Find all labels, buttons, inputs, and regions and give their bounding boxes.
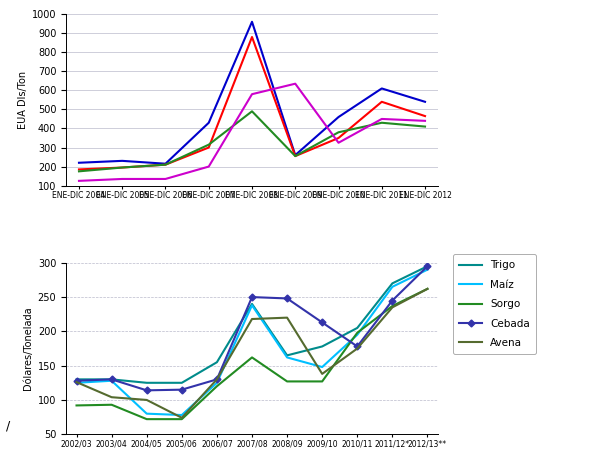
Avena [73,379,80,385]
Sorgo [178,416,185,422]
Sorgo [389,303,396,309]
Legend: Trigo, Maíz, Sorgo, Cebada, Avena: Trigo, Maíz, Sorgo, Cebada, Avena [453,254,536,354]
Trigo [178,380,185,386]
Trigo [108,377,115,382]
Text: /: / [6,420,10,432]
Avena [424,286,431,292]
Cebada [283,295,290,301]
Maíz [178,412,185,418]
Maíz [73,380,80,386]
Trigo [283,353,290,358]
Trigo [319,344,326,349]
Line: Sorgo: Sorgo [77,289,427,419]
Sorgo [248,354,256,360]
Cebada [353,344,361,349]
Maíz [143,411,151,416]
Cebada [108,377,115,382]
Cebada [424,263,431,269]
Trigo [353,325,361,331]
Avena [214,377,221,382]
Maíz [248,303,256,308]
Trigo [424,263,431,269]
Maíz [214,380,221,386]
Cebada [214,377,221,382]
Maíz [424,267,431,272]
Cebada [143,388,151,393]
Avena [248,316,256,322]
Sorgo [108,402,115,408]
Sorgo [73,403,80,408]
Maíz [283,354,290,360]
Sorgo [283,379,290,384]
Y-axis label: Dólares/Tonelada: Dólares/Tonelada [23,307,34,390]
Trigo [143,380,151,386]
Trigo [214,359,221,365]
Maíz [389,284,396,290]
Trigo [389,280,396,286]
Cebada [319,320,326,325]
Maíz [353,332,361,337]
Maíz [108,378,115,384]
Trigo [73,377,80,382]
Line: Avena: Avena [77,289,427,418]
Avena [389,304,396,310]
Avena [283,315,290,320]
Avena [108,395,115,400]
Line: Cebada: Cebada [74,264,430,393]
Sorgo [214,383,221,389]
Sorgo [424,286,431,292]
Avena [178,415,185,421]
Maíz [319,364,326,370]
Avena [319,371,326,377]
Sorgo [319,379,326,384]
Line: Trigo: Trigo [77,266,427,383]
Cebada [389,298,396,303]
Cebada [248,294,256,300]
Cebada [178,387,185,393]
Sorgo [143,416,151,422]
Avena [353,346,361,351]
Line: Maíz: Maíz [77,270,427,415]
Trigo [248,301,256,307]
Sorgo [353,330,361,336]
Cebada [73,378,80,384]
Y-axis label: EUA Dls/Ton: EUA Dls/Ton [17,71,28,129]
Avena [143,397,151,403]
